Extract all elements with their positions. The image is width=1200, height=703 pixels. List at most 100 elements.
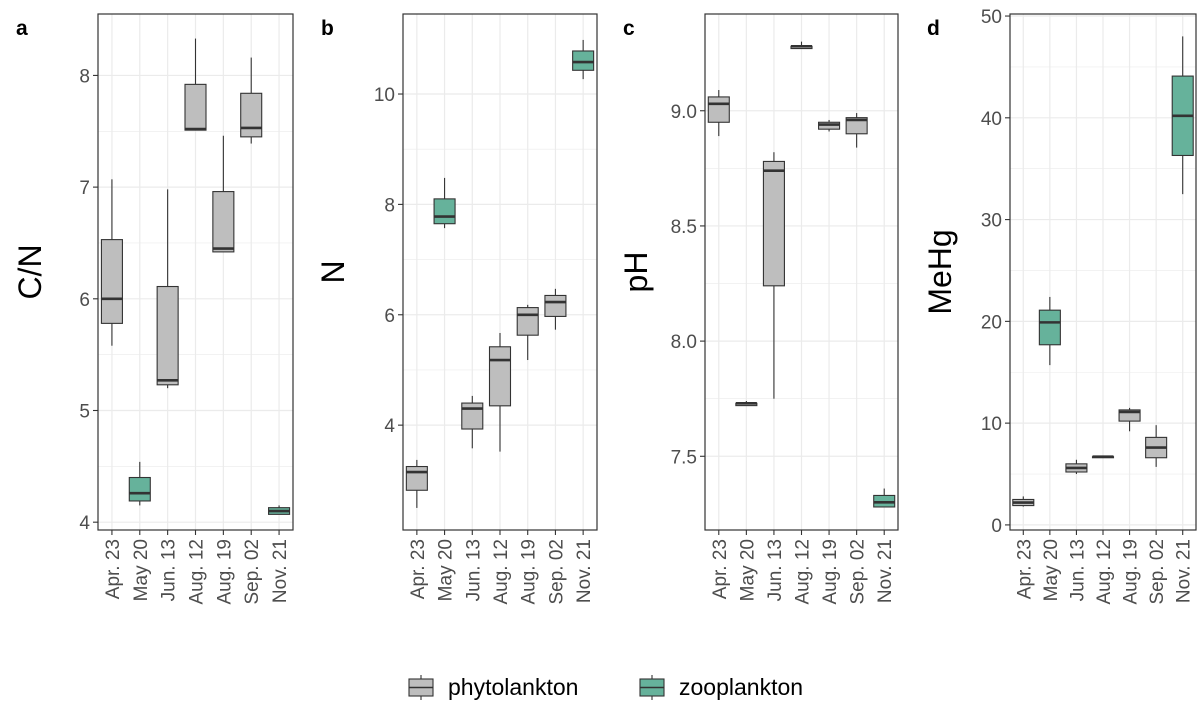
x-tick-label: Nov. 21 [574, 539, 595, 603]
box-jun-13 [156, 189, 179, 389]
x-tick-label: Aug. 12 [1094, 539, 1115, 605]
y-tick-label: 4 [79, 513, 90, 534]
x-tick-label: Aug. 12 [187, 539, 208, 605]
y-tick-label: 0 [991, 516, 1002, 537]
box-body [240, 92, 263, 138]
y-tick-label: 50 [981, 7, 1002, 28]
legend: phytolankton zooplankton [408, 674, 803, 700]
box-sep-02 [845, 113, 868, 148]
box-apr-23 [405, 459, 428, 508]
x-tick-label: Sep. 02 [242, 539, 263, 605]
x-tick-label: Apr. 23 [408, 539, 429, 599]
x-tick-label: Jun. 13 [1067, 539, 1088, 601]
box-body [762, 160, 785, 287]
box-body [572, 50, 595, 71]
panel-letter: d [927, 17, 940, 40]
x-tick-label: Jun. 13 [765, 539, 786, 601]
box-body [488, 346, 512, 407]
panel-a: 4 5 6 7 8 Apr. 23 May 20 Jun. 13 Aug. 12 Aug. 19 S… [12, 13, 294, 605]
y-tick-label: 10 [374, 85, 395, 106]
box-apr-23 [707, 90, 730, 137]
y-tick-label: 8 [79, 66, 90, 87]
x-tick-label: Apr. 23 [1014, 539, 1035, 599]
y-axis-title: pH [618, 252, 654, 293]
x-tick-label: Aug. 12 [793, 539, 814, 605]
box-may-20 [1038, 296, 1061, 366]
y-tick-label: 7 [79, 178, 90, 199]
box-aug-12 [1091, 455, 1115, 459]
box-sep-02 [1145, 425, 1168, 467]
x-tick-label: Apr. 23 [103, 539, 124, 599]
panel-c: 7.5 8.0 8.5 9.0 Apr. 23 May 20 Jun. 13 Aug. 12 A… [618, 13, 899, 605]
box-body [845, 117, 868, 135]
box-body [544, 294, 567, 317]
panel-letter: b [321, 17, 334, 40]
box-apr-23 [100, 179, 123, 346]
box-body [433, 198, 456, 225]
box-jun-13 [461, 395, 484, 449]
box-body [1038, 309, 1061, 346]
box-may-20 [433, 177, 456, 229]
legend-item-zooplankton: zooplankton [639, 674, 803, 700]
box-body [461, 402, 484, 430]
y-tick-label: 8.5 [671, 217, 697, 238]
y-axis-title: N [315, 260, 351, 283]
y-tick-label: 8 [384, 195, 395, 216]
box-body [707, 96, 730, 123]
x-tick-label: May 20 [436, 539, 457, 601]
box-body [128, 476, 151, 502]
x-tick-label: May 20 [1041, 539, 1062, 601]
box-aug-19 [818, 119, 841, 132]
box-aug-19 [516, 304, 539, 361]
x-tick-label: May 20 [737, 539, 758, 601]
y-axis-title: MeHg [922, 229, 958, 314]
panel-letter: a [16, 17, 28, 40]
box-aug-12 [790, 41, 813, 50]
box-body [1118, 409, 1141, 422]
box-body [184, 83, 207, 131]
x-tick-label: Nov. 21 [1174, 539, 1195, 603]
box-body [100, 239, 123, 324]
box-nov-21 [572, 39, 595, 80]
box-aug-19 [1118, 407, 1141, 432]
x-tick-label: Sep. 02 [848, 539, 869, 605]
legend-label: zooplankton [679, 674, 803, 700]
panel-b: 4 6 8 10 Apr. 23 May 20 Jun. 13 Aug. 12 Aug. 19 S… [315, 13, 598, 605]
y-tick-label: 4 [384, 416, 395, 437]
x-tick-label: Nov. 21 [270, 539, 291, 603]
box-apr-23 [1012, 496, 1035, 507]
box-body [156, 285, 179, 386]
box-aug-12 [184, 38, 207, 131]
y-tick-label: 6 [384, 306, 395, 327]
box-may-20 [735, 401, 758, 407]
box-may-20 [128, 461, 151, 506]
x-tick-label: Aug. 19 [519, 539, 540, 605]
y-tick-label: 6 [79, 290, 90, 311]
box-aug-19 [212, 135, 235, 253]
box-sep-02 [240, 57, 263, 144]
box-nov-21 [268, 505, 291, 515]
x-tick-label: Apr. 23 [710, 539, 731, 599]
x-tick-label: Sep. 02 [1147, 539, 1168, 605]
legend-label: phytolankton [448, 674, 578, 700]
x-tick-label: Aug. 19 [1121, 539, 1142, 605]
x-tick-label: May 20 [131, 539, 152, 601]
x-tick-label: Jun. 13 [463, 539, 484, 601]
y-tick-label: 10 [981, 414, 1002, 435]
box-body [405, 465, 428, 491]
box-nov-21 [873, 488, 896, 508]
box-jun-13 [762, 152, 785, 399]
box-aug-12 [488, 332, 512, 452]
x-tick-label: Jun. 13 [159, 539, 180, 601]
box-sep-02 [544, 288, 567, 330]
x-tick-label: Aug. 19 [820, 539, 841, 605]
box-body [212, 191, 235, 253]
box-nov-21 [1171, 36, 1194, 195]
y-tick-label: 9.0 [671, 102, 697, 123]
y-tick-label: 40 [981, 109, 1002, 130]
x-tick-label: Aug. 12 [491, 539, 512, 605]
panel-d: 0 10 20 30 40 50 Apr. 23 May 20 Jun. 13 Aug. 12 Au… [922, 7, 1197, 605]
y-tick-label: 30 [981, 211, 1002, 232]
